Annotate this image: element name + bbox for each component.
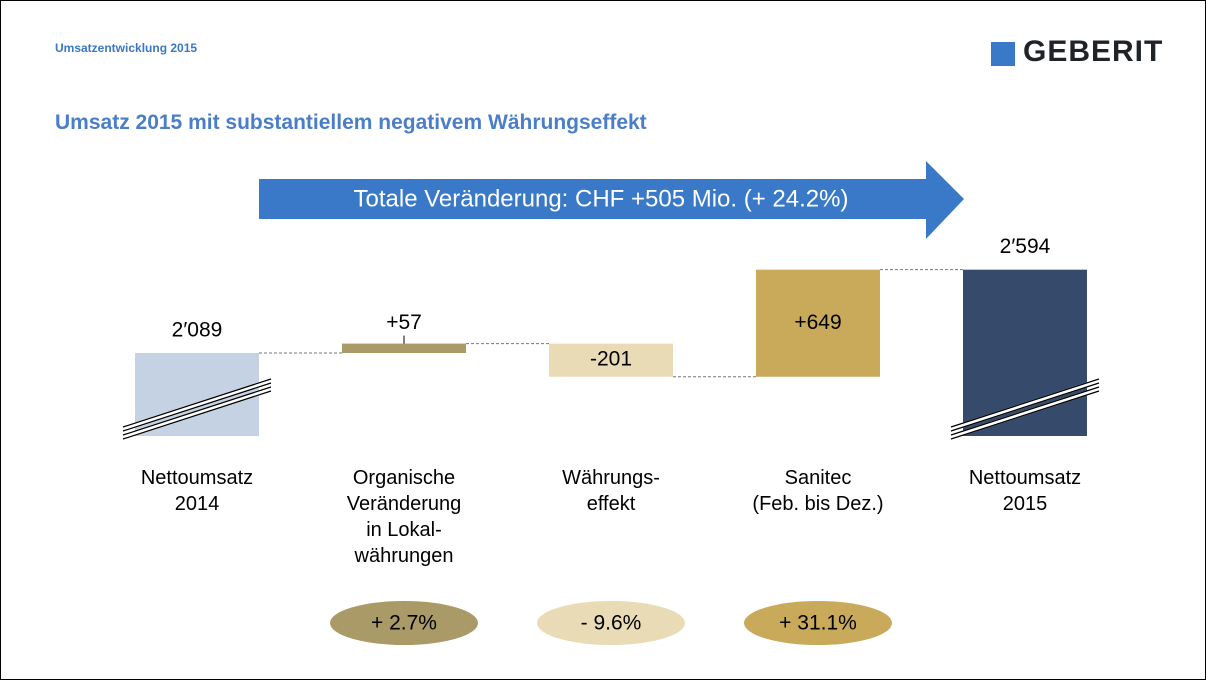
break-mark <box>950 386 1100 436</box>
badge <box>744 601 892 645</box>
value-label: +57 <box>386 311 422 334</box>
badge-label: - 9.6% <box>581 612 642 635</box>
annotation: Totale Veränderung: CHF +505 Mio. (+ 24.… <box>354 185 849 212</box>
badge <box>330 601 478 645</box>
category-label: Währungs- effekt <box>562 467 660 515</box>
break-mark <box>122 378 272 432</box>
break-mark <box>950 386 1100 440</box>
break-mark <box>950 378 1100 428</box>
value-label: 2′089 <box>172 319 223 342</box>
arrow <box>259 161 964 239</box>
section-title: Umsatzentwicklung 2015 <box>55 41 198 55</box>
chart-title: Umsatz 2015 mit substantiellem negativem… <box>55 111 647 134</box>
break-mark <box>950 382 1100 432</box>
logo: GEBERIT <box>1023 35 1164 68</box>
badge-label: + 31.1% <box>779 612 857 635</box>
category-label: Nettoumsatz 2015 <box>968 467 1082 515</box>
break-mark <box>950 378 1100 432</box>
bar <box>342 343 466 353</box>
bar <box>963 269 1087 436</box>
logo-square <box>991 42 1015 66</box>
category-label: Sanitec (Feb. bis Dez.) <box>752 467 884 515</box>
bar <box>135 353 259 436</box>
badge-label: + 2.7% <box>371 612 437 635</box>
break-mark <box>122 390 272 440</box>
value-label: +649 <box>794 311 841 334</box>
bar <box>549 343 673 377</box>
value-label: 2′594 <box>1000 235 1051 258</box>
break-mark <box>122 386 272 436</box>
break-mark <box>950 390 1100 440</box>
bar <box>756 269 880 377</box>
badge <box>537 601 685 645</box>
value-label: -201 <box>590 348 632 371</box>
break-mark <box>122 386 272 440</box>
break-mark <box>122 382 272 432</box>
category-label: Nettoumsatz 2014 <box>140 467 254 515</box>
category-label: Organische Veränderung in Lokal- währung… <box>346 467 462 567</box>
break-mark <box>122 378 272 428</box>
